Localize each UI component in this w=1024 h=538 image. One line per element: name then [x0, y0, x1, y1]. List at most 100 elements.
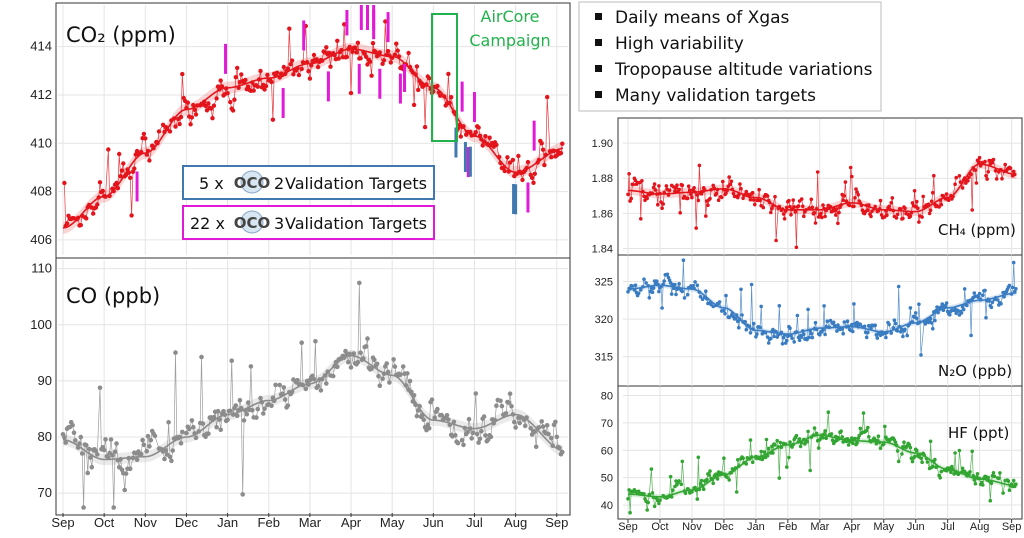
n2o-daily-point	[996, 298, 1000, 302]
hf-daily-point	[649, 467, 654, 471]
co-daily-point	[351, 351, 357, 356]
co-daily-point	[95, 452, 100, 457]
co-daily-point	[432, 415, 438, 421]
hf-daily-point	[895, 449, 900, 453]
n2o-daily-point	[749, 282, 754, 287]
n2o-daily-point	[642, 277, 646, 282]
co-daily-point	[335, 364, 340, 370]
co-xtick-label: Sep	[51, 515, 74, 530]
ch4-daily-point	[801, 204, 805, 208]
hf-daily-point	[1011, 478, 1016, 483]
co-ytick-label: 110	[31, 261, 52, 276]
ch4-daily-point	[929, 199, 934, 204]
co-daily-point	[451, 419, 457, 425]
co2-daily-point	[62, 180, 67, 186]
hf-daily-point	[839, 429, 843, 434]
co2-smooth-fit-line	[62, 48, 564, 229]
ch4-daily-point	[716, 198, 721, 202]
svg-text:OCO: OCO	[234, 174, 271, 192]
hf-daily-point	[981, 483, 985, 487]
ch4-daily-point	[944, 192, 949, 196]
hf-daily-point	[677, 479, 681, 483]
co-xtick-label: Oct	[94, 515, 115, 530]
co-daily-point	[311, 376, 317, 382]
n2o-daily-point	[862, 324, 867, 329]
co2-daily-point	[263, 83, 269, 89]
hf-daily-point	[970, 449, 974, 454]
co-daily-point	[269, 403, 274, 409]
co2-daily-point	[299, 66, 304, 72]
n2o-daily-point	[739, 287, 743, 292]
n2o-daily-point	[989, 305, 994, 310]
co-daily-point	[140, 437, 145, 443]
co-daily-point	[355, 359, 361, 365]
ch4-daily-point	[928, 208, 933, 213]
n2o-daily-point	[660, 306, 664, 310]
n2o-daily-point	[889, 331, 893, 335]
ch4-daily-point	[757, 187, 761, 192]
n2o-daily-point	[666, 275, 671, 280]
co-daily-point	[254, 415, 259, 420]
co2-daily-point	[141, 131, 147, 137]
co-daily-point	[200, 421, 206, 426]
hf-daily-point	[858, 426, 863, 431]
n2o-daily-point	[948, 312, 952, 317]
co-daily-point	[141, 442, 147, 448]
hf-daily-point	[829, 432, 834, 436]
co2-daily-point	[427, 76, 432, 81]
co-daily-point	[97, 385, 103, 391]
hf-daily-point	[766, 446, 771, 451]
co2-daily-point	[540, 147, 546, 152]
co-daily-point	[465, 429, 470, 435]
aircore-label-line1: AirCore	[481, 7, 540, 26]
hf-daily-point	[698, 482, 703, 486]
ch4-daily-point	[1000, 176, 1004, 181]
co-daily-point	[426, 426, 432, 431]
co2-daily-point	[355, 40, 361, 45]
co-daily-point	[144, 448, 149, 454]
ch4-daily-point	[789, 213, 793, 217]
ch4-daily-point	[1003, 162, 1007, 167]
co2-daily-point	[289, 58, 295, 63]
ch4-daily-point	[937, 205, 941, 209]
co2-daily-point	[494, 142, 499, 148]
hf-daily-point	[725, 475, 729, 480]
hf-daily-point	[679, 482, 684, 487]
n2o-daily-point	[823, 332, 827, 337]
co2-daily-point	[219, 84, 225, 89]
ch4-daily-point	[685, 196, 690, 201]
ch4-daily-point	[885, 213, 889, 217]
co-daily-point	[512, 419, 517, 425]
co-daily-point	[218, 427, 223, 433]
co-ytick-label: 70	[38, 485, 52, 500]
ch4-daily-point	[782, 217, 787, 221]
n2o-daily-point	[685, 292, 690, 297]
legend-item-4: Many validation targets	[615, 86, 816, 106]
ch4-daily-point	[653, 188, 658, 192]
co2-daily-point	[218, 78, 223, 83]
ch4-daily-point	[704, 214, 708, 218]
hf-ytick-label: 70	[601, 418, 613, 430]
n2o-daily-point	[809, 331, 814, 336]
hf-daily-point	[816, 446, 821, 450]
co-daily-point	[313, 339, 318, 344]
co-xtick-label: May	[380, 515, 405, 530]
ch4-daily-point	[788, 204, 792, 209]
co2-daily-point	[258, 68, 263, 74]
co2-daily-point	[480, 143, 485, 148]
n2o-daily-point	[893, 321, 898, 326]
co2-daily-point	[549, 155, 554, 160]
co-daily-point	[549, 435, 554, 441]
n2o-daily-point	[954, 311, 958, 316]
co2-daily-point	[129, 213, 134, 218]
co-daily-point	[112, 449, 118, 455]
n2o-daily-point	[913, 311, 918, 315]
hf-daily-point	[866, 425, 870, 430]
n2o-title: N₂O (ppb)	[938, 362, 1012, 380]
co2-daily-point	[228, 99, 233, 105]
n2o-daily-point	[969, 333, 973, 338]
n2o-daily-point	[977, 291, 982, 296]
co-daily-point	[215, 408, 221, 414]
co2-daily-point	[246, 84, 251, 89]
co2-daily-point	[422, 124, 428, 130]
